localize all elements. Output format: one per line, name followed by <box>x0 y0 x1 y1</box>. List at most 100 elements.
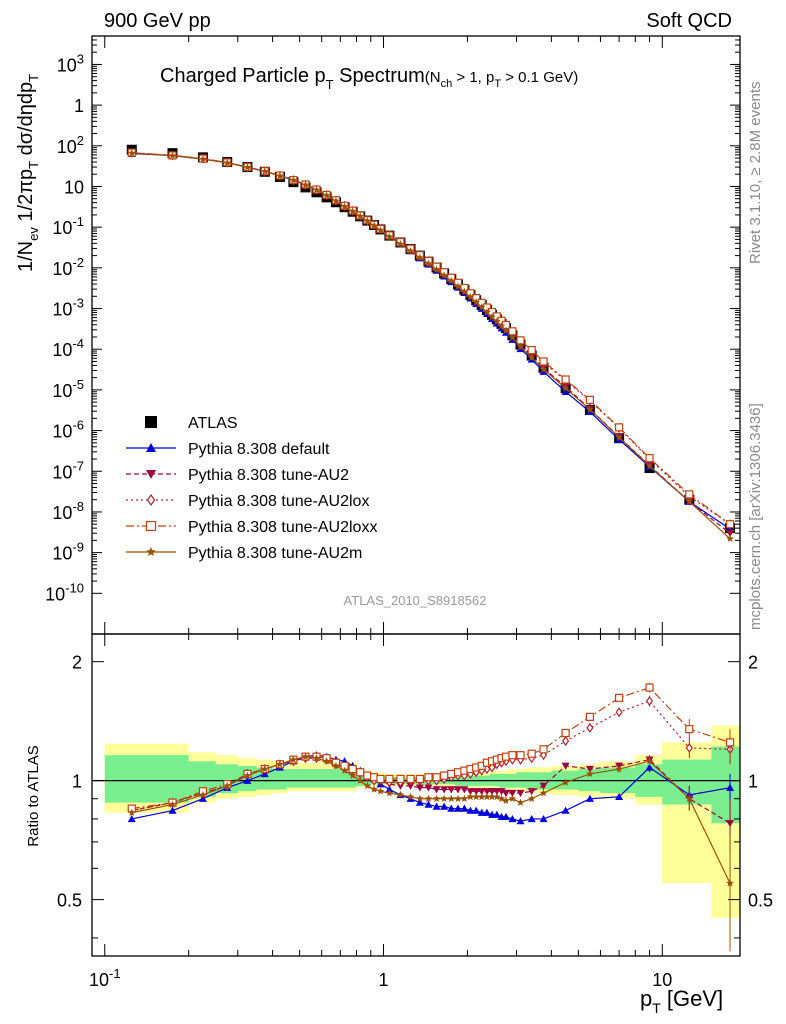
data-point <box>447 794 456 802</box>
data-point <box>497 322 506 330</box>
data-point <box>415 774 424 784</box>
data-point <box>508 333 517 341</box>
data-point <box>493 317 501 325</box>
data-point <box>585 765 594 774</box>
series-line <box>131 152 731 540</box>
header-left: 900 GeV pp <box>104 10 211 32</box>
legend-item: Pythia 8.308 tune-AU2 <box>126 467 349 484</box>
data-point <box>396 240 405 248</box>
data-point <box>440 794 448 802</box>
data-point <box>447 804 456 812</box>
data-point <box>615 693 624 702</box>
data-point <box>561 778 570 786</box>
data-point <box>432 794 441 802</box>
data-point <box>385 785 394 793</box>
main-x-ticks <box>104 36 663 634</box>
data-point <box>447 276 456 285</box>
data-point <box>482 788 491 796</box>
data-point <box>406 782 415 790</box>
data-point <box>539 365 548 373</box>
legend-label: ATLAS <box>188 415 238 432</box>
data-point <box>454 786 463 794</box>
data-point <box>363 771 372 780</box>
data-point <box>645 461 654 470</box>
data-point <box>356 768 365 777</box>
data-point <box>561 806 570 814</box>
data-point <box>301 180 310 189</box>
data-point <box>502 796 510 804</box>
data-point <box>370 221 378 229</box>
data-point <box>432 786 441 794</box>
data-point <box>477 792 486 801</box>
data-point <box>406 774 415 784</box>
ratio-series-pythia-8-308-tune-au2m <box>127 752 734 952</box>
main-ylabel: 1/Nev 1/2πpT dσ/dηdpT <box>15 74 41 272</box>
data-point <box>432 802 441 810</box>
data-point <box>466 788 475 796</box>
data-point <box>460 804 469 812</box>
data-point <box>586 722 594 733</box>
data-point <box>472 792 481 801</box>
data-point <box>454 794 462 802</box>
data-point <box>527 353 536 361</box>
data-point <box>685 497 694 505</box>
main-y-tick-label: 103 <box>57 51 84 75</box>
data-point <box>615 765 623 773</box>
ratio-y-ticks: 0.5 0.5 1 1 2 2 <box>57 653 773 939</box>
data-point <box>424 800 433 808</box>
data-point <box>127 149 136 157</box>
analysis-id: ATLAS_2010_S8918562 <box>344 593 487 608</box>
main-y-tick-label: 102 <box>57 133 84 157</box>
data-point <box>416 253 424 261</box>
data-point <box>396 774 405 784</box>
data-point <box>615 792 624 801</box>
data-point <box>356 212 365 220</box>
ratio-y-tick-label-left: 1 <box>72 772 82 792</box>
data-point <box>516 751 525 760</box>
data-point <box>415 798 424 806</box>
data-point <box>440 271 448 279</box>
main-series-pythia-8-308-tune-au2m <box>127 149 734 542</box>
main-y-tick-label: 10-5 <box>52 377 84 401</box>
data-point <box>440 802 449 810</box>
data-point <box>726 879 734 887</box>
data-point <box>483 308 491 316</box>
data-point <box>127 814 136 823</box>
data-point <box>243 163 252 171</box>
main-y-ticks: 103 1 102 10 10-1 10-2 10-3 10-4 10-5 10-6 10-7 10-… <box>45 35 740 604</box>
data-point <box>385 774 394 784</box>
ratio-uncertainty-bands <box>92 725 740 918</box>
data-point <box>645 763 654 771</box>
ratio-y-tick-label-right: 0.5 <box>748 891 773 911</box>
main-y-tick-label: 10-10 <box>45 580 84 604</box>
data-point <box>685 490 694 499</box>
series-line <box>131 754 731 822</box>
legend-item: Pythia 8.308 tune-AU2loxx <box>126 519 377 536</box>
data-point <box>356 776 365 784</box>
ratio-ylabel: Ratio to ATLAS <box>25 745 42 846</box>
data-point <box>301 752 310 760</box>
data-point <box>440 786 449 794</box>
legend: ATLAS Pythia 8.308 default Pythia 8.308 tu… <box>126 415 377 562</box>
data-point <box>312 185 321 194</box>
data-point <box>340 202 349 210</box>
data-point <box>516 817 525 825</box>
data-point <box>454 804 463 812</box>
data-point <box>585 794 594 802</box>
data-point <box>615 707 623 718</box>
main-y-tick-label: 1 <box>74 96 84 116</box>
legend-item: Pythia 8.308 tune-AU2lox <box>126 493 369 510</box>
data-point <box>508 751 517 760</box>
data-point <box>447 769 456 779</box>
data-point <box>146 470 156 479</box>
data-point <box>276 760 284 768</box>
data-point <box>322 757 331 765</box>
data-point <box>497 788 506 796</box>
legend-item: Pythia 8.308 tune-AU2m <box>126 545 362 562</box>
data-point <box>363 781 372 790</box>
data-point <box>508 789 517 798</box>
data-point <box>527 794 536 802</box>
data-point <box>289 755 298 763</box>
side-rivet-label: Rivet 3.1.10, ≥ 2.8M events <box>747 82 764 265</box>
x-axis-title: pT [GeV] <box>640 986 723 1016</box>
